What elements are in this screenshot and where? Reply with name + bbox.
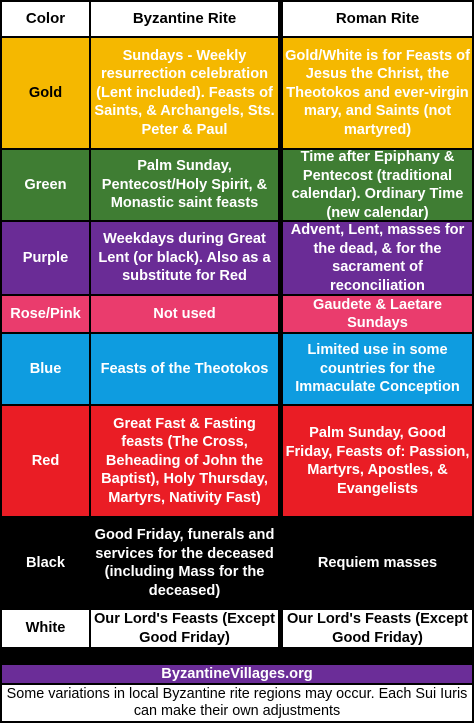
byzantine-blue: Feasts of the Theotokos (91, 334, 278, 404)
byzantine-black: Good Friday, funerals and services for t… (91, 518, 278, 608)
roman-rose-pink: Gaudete & Laetare Sundays (283, 296, 472, 332)
color-label-purple: Purple (2, 222, 89, 294)
roman-purple: Advent, Lent, masses for the dead, & for… (283, 222, 472, 294)
roman-white: Our Lord's Feasts (Except Good Friday) (283, 610, 472, 647)
footnote: Some variations in local Byzantine rite … (2, 685, 472, 721)
color-label-rose-pink: Rose/Pink (2, 296, 89, 332)
color-label-red: Red (2, 406, 89, 516)
roman-red: Palm Sunday, Good Friday, Feasts of: Pas… (283, 406, 472, 516)
header-roman-rite: Roman Rite (283, 2, 472, 36)
header-byzantine-rite: Byzantine Rite (91, 2, 278, 36)
color-label-green: Green (2, 150, 89, 220)
byzantine-red: Great Fast & Fasting feasts (The Cross, … (91, 406, 278, 516)
byzantine-white: Our Lord's Feasts (Except Good Friday) (91, 610, 278, 647)
color-label-blue: Blue (2, 334, 89, 404)
roman-green: Time after Epiphany & Pentecost (traditi… (283, 150, 472, 220)
color-label-gold: Gold (2, 38, 89, 148)
byzantine-purple: Weekdays during Great Lent (or black). A… (91, 222, 278, 294)
color-label-white: White (2, 610, 89, 647)
roman-gold: Gold/White is for Feasts of Jesus the Ch… (283, 38, 472, 148)
color-label-black: Black (2, 518, 89, 608)
roman-black: Requiem masses (283, 518, 472, 608)
byzantine-gold: Sundays - Weekly resurrection celebratio… (91, 38, 278, 148)
roman-blue: Limited use in some countries for the Im… (283, 334, 472, 404)
header-color: Color (2, 2, 89, 36)
website-banner: ByzantineVillages.org (2, 665, 472, 683)
byzantine-green: Palm Sunday, Pentecost/Holy Spirit, & Mo… (91, 150, 278, 220)
byzantine-rose-pink: Not used (91, 296, 278, 332)
